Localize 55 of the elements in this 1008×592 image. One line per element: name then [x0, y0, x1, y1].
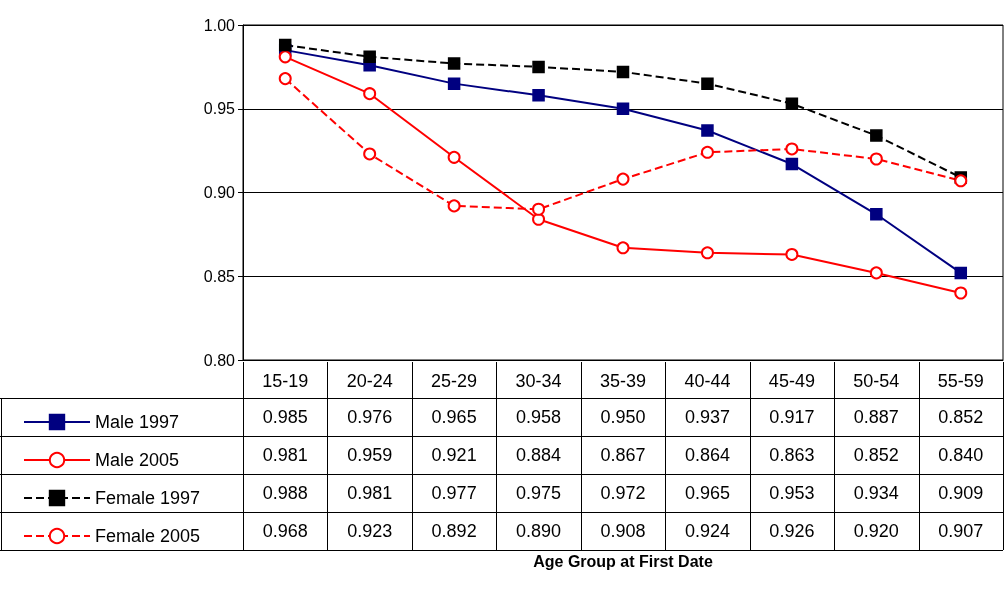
data-label: 0.981 [262, 445, 308, 465]
data-label: 0.950 [600, 407, 646, 427]
data-label: 0.890 [516, 521, 562, 541]
data-label: 0.937 [684, 407, 730, 427]
x-tick-label: 15-19 [262, 371, 309, 391]
data-label: 0.852 [853, 445, 899, 465]
y-tick-label: 0.80 [203, 351, 236, 369]
data-label: 0.867 [600, 445, 646, 465]
data-label: 0.965 [684, 483, 730, 503]
data-label: 0.985 [262, 407, 308, 427]
y-tick-label: 0.85 [203, 267, 236, 285]
data-label: 0.840 [938, 445, 984, 465]
data-label: 0.909 [938, 483, 984, 503]
data-label: 0.968 [262, 521, 308, 541]
y-tick-label: 0.95 [203, 100, 236, 118]
data-label: 0.981 [347, 483, 393, 503]
x-tick-label: 35-39 [599, 371, 647, 391]
legend-label: Female 1997 [95, 488, 201, 508]
legend-label: Female 2005 [95, 526, 201, 546]
x-tick-label: 20-24 [346, 371, 393, 391]
text: Age Group at First Date [532, 553, 714, 571]
legend-label: Male 1997 [95, 412, 180, 432]
y-tick-label: 0.90 [203, 184, 236, 201]
data-label: 0.926 [769, 521, 815, 541]
x-tick-label: 30-34 [515, 371, 562, 391]
data-label: 0.958 [516, 407, 562, 427]
data-label: 0.965 [431, 407, 477, 427]
data-label: 0.864 [684, 445, 730, 465]
data-label: 0.959 [347, 445, 393, 465]
data-label: 0.977 [431, 483, 477, 503]
x-tick-label: 55-59 [937, 371, 984, 391]
data-label: 0.892 [431, 521, 477, 541]
data-label: 0.921 [431, 445, 477, 465]
data-label: 0.852 [938, 407, 984, 427]
data-label: 0.923 [347, 521, 393, 541]
data-label: 0.887 [853, 407, 899, 427]
data-label: 0.917 [769, 407, 815, 427]
data-label: 0.934 [853, 483, 899, 503]
data-label: 0.884 [516, 445, 562, 465]
data-label: 0.924 [684, 521, 730, 541]
data-label: 0.863 [769, 445, 815, 465]
data-label: 0.953 [769, 483, 815, 503]
legend-label: Male 2005 [95, 450, 180, 470]
x-tick-label: 25-29 [431, 371, 478, 391]
x-tick-label: 40-44 [684, 371, 731, 391]
x-tick-label: 50-54 [853, 371, 900, 391]
data-label: 0.920 [853, 521, 899, 541]
data-label: 0.907 [938, 521, 984, 541]
data-label: 0.988 [262, 483, 308, 503]
data-label: 0.908 [600, 521, 646, 541]
x-tick-label: 45-49 [768, 371, 815, 391]
y-tick-label: 1.00 [203, 16, 236, 34]
data-label: 0.972 [600, 483, 646, 503]
data-label: 0.975 [516, 483, 562, 503]
data-label: 0.976 [347, 407, 393, 427]
